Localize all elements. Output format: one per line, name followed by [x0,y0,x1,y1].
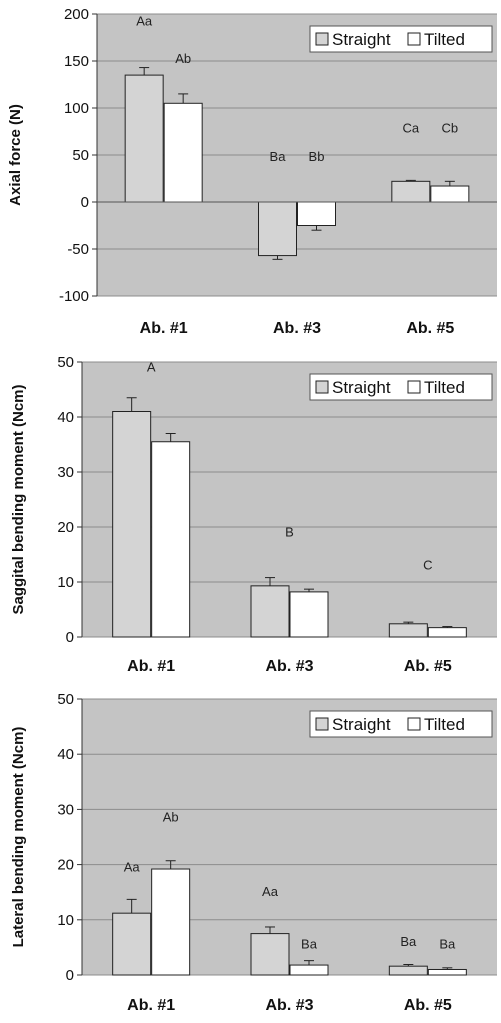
legend-label-straight: Straight [332,30,391,49]
legend-swatch-tilted [407,32,421,46]
y-tick-label: -50 [67,241,89,258]
bar-straight [258,201,297,257]
legend-box [309,710,493,738]
bar-straight [388,965,428,976]
bar-tilted [289,964,329,976]
y-tick-label: 50 [57,354,74,371]
legend-label-tilted: Tilted [424,378,465,397]
bar-tilted [430,185,470,203]
y-tick-label: 200 [64,6,89,23]
y-tick-label: 50 [57,691,74,708]
bar-straight [388,623,428,638]
significance-label: Ba [270,149,287,164]
bar-straight [112,411,152,638]
significance-label: Bb [309,149,325,164]
legend-swatch-tilted [407,717,421,731]
x-category-label: Ab. #5 [404,997,452,1014]
chart-panel-1: -100 -50 0 50 100 150 200 Ab. #1 Ab. #3 Ab. #5 Axi… [7,6,497,337]
y-tick-label: 0 [66,967,74,984]
y-axis-label: Axial force (N) [7,104,24,206]
x-category-label: Ab. #5 [406,320,454,337]
legend-label-tilted: Tilted [424,715,465,734]
y-tick-label: 30 [57,801,74,818]
bar-tilted [297,201,336,226]
significance-label: Ab [163,810,179,825]
y-tick-label: 20 [57,857,74,874]
legend: Straight Tilted [309,373,493,401]
significance-label: B [285,525,294,540]
significance-label: Ba [301,937,318,952]
y-axis-label: Saggital bending moment (Ncm) [10,384,27,614]
bar-tilted [289,591,329,638]
y-tick-label: 40 [57,409,74,426]
significance-label: Ca [403,121,420,136]
bar-straight [124,74,164,203]
x-category-label: Ab. #1 [140,320,188,337]
significance-label: Cb [442,121,459,136]
y-tick-label: 150 [64,53,89,70]
x-category-label: Ab. #3 [273,320,321,337]
y-tick-label: 10 [57,574,74,591]
bar-tilted [151,441,191,638]
x-category-label: Ab. #1 [127,997,175,1014]
y-tick-label: 10 [57,912,74,929]
y-tick-label: 20 [57,519,74,536]
legend: Straight Tilted [309,710,493,738]
significance-label: Ba [400,934,417,949]
y-tick-label: 0 [81,194,89,211]
bar-tilted [427,627,467,638]
legend-box [309,25,493,53]
x-category-label: Ab. #3 [265,997,313,1014]
bar-straight [250,585,290,638]
legend-label-straight: Straight [332,715,391,734]
significance-label: C [423,558,432,573]
legend-swatch-straight [315,32,329,46]
legend-label-tilted: Tilted [424,30,465,49]
bar-straight [112,912,152,976]
bar-tilted [151,868,191,976]
significance-label: Aa [124,859,141,874]
x-category-label: Ab. #1 [127,658,175,675]
chart-panel-3: 0 10 20 30 40 50 Ab. #1 Ab. #3 Ab. #5 Lateral ben… [10,691,497,1014]
y-tick-label: 30 [57,464,74,481]
legend: Straight Tilted [309,25,493,53]
bar-straight [250,933,290,976]
legend-box [309,373,493,401]
y-tick-label: 100 [64,100,89,117]
y-tick-label: 50 [72,147,89,164]
legend-swatch-straight [315,717,329,731]
y-tick-label: -100 [59,288,89,305]
y-tick-label: 0 [66,629,74,646]
y-axis-label: Lateral bending moment (Ncm) [10,727,27,948]
x-category-label: Ab. #3 [265,658,313,675]
significance-label: Ab [175,51,191,66]
bar-straight [391,180,431,203]
significance-label: Aa [136,14,153,29]
legend-label-straight: Straight [332,378,391,397]
bar-tilted [163,102,203,203]
significance-label: Aa [262,884,279,899]
significance-label: A [147,360,156,375]
bar-tilted [427,968,467,976]
legend-swatch-straight [315,380,329,394]
x-category-label: Ab. #5 [404,658,452,675]
chart-panel-2: 0 10 20 30 40 50 Ab. #1 Ab. #3 Ab. #5 Saggital be… [10,354,497,675]
significance-label: Ba [439,937,456,952]
legend-swatch-tilted [407,380,421,394]
y-tick-label: 40 [57,746,74,763]
